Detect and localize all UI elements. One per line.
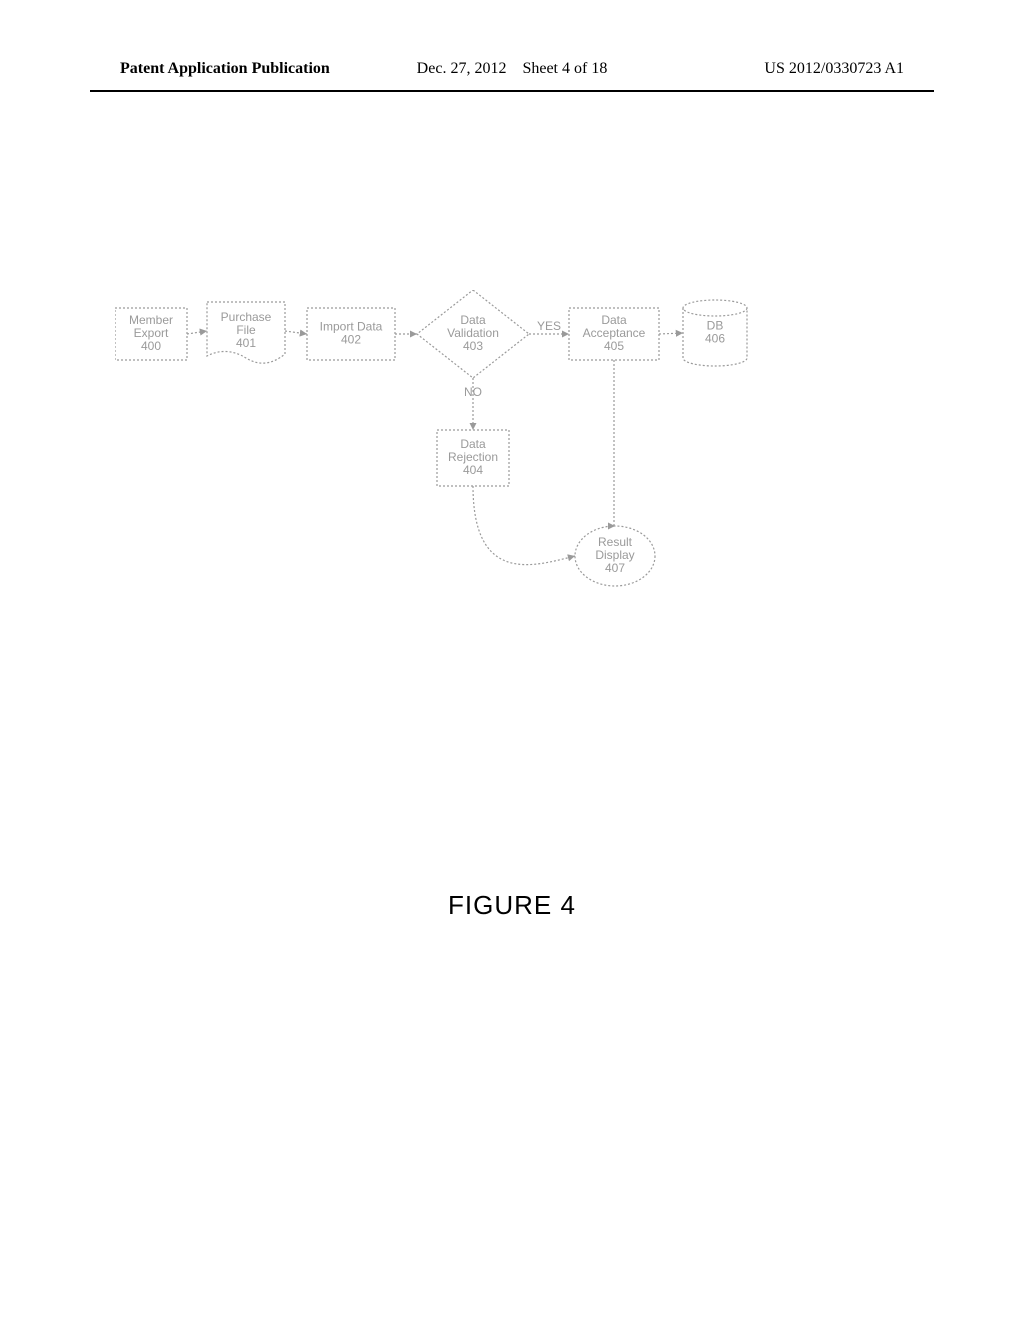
edge-label-yes: YES: [537, 319, 561, 333]
svg-text:Rejection: Rejection: [448, 450, 498, 464]
header-sheet: Sheet 4 of 18: [522, 60, 607, 77]
svg-text:Result: Result: [598, 535, 633, 549]
header-docket: US 2012/0330723 A1: [764, 60, 904, 78]
header-center: Dec. 27, 2012 Sheet 4 of 18: [417, 60, 608, 78]
edge-404-407: [473, 486, 575, 565]
header-date: Dec. 27, 2012: [417, 60, 507, 77]
node-405: DataAcceptance405: [569, 308, 659, 360]
svg-text:401: 401: [236, 336, 256, 350]
patent-page: Patent Application Publication Dec. 27, …: [0, 0, 1024, 1320]
svg-text:Export: Export: [134, 326, 169, 340]
node-403: DataValidation403: [417, 290, 529, 378]
node-402: Import Data402: [307, 308, 395, 360]
node-406: DB406: [683, 300, 747, 366]
edge-label-no: NO: [464, 385, 482, 399]
node-400: MemberExport400: [115, 308, 187, 360]
edge-401-402: [285, 331, 307, 334]
svg-text:405: 405: [604, 339, 624, 353]
svg-text:402: 402: [341, 333, 361, 347]
flowchart: YES NO MemberExport400 PurchaseFile401 Impo…: [115, 290, 895, 650]
page-header: Patent Application Publication Dec. 27, …: [0, 60, 1024, 90]
svg-text:Validation: Validation: [447, 326, 499, 340]
edge-405-407: [614, 360, 615, 526]
svg-text:404: 404: [463, 463, 483, 477]
svg-text:DB: DB: [707, 319, 724, 333]
svg-text:Acceptance: Acceptance: [583, 326, 646, 340]
node-404: DataRejection404: [437, 430, 509, 486]
header-publication: Patent Application Publication: [120, 60, 330, 78]
svg-text:Data: Data: [460, 313, 486, 327]
svg-text:Display: Display: [595, 548, 634, 562]
svg-text:Data: Data: [460, 437, 486, 451]
header-rule: [90, 90, 934, 92]
svg-text:407: 407: [605, 561, 625, 575]
figure-label: FIGURE 4: [448, 890, 576, 921]
svg-text:406: 406: [705, 332, 725, 346]
node-401: PurchaseFile401: [207, 302, 285, 363]
svg-text:403: 403: [463, 339, 483, 353]
edge-400-401: [187, 331, 207, 334]
svg-text:Import Data: Import Data: [320, 320, 383, 334]
svg-text:400: 400: [141, 339, 161, 353]
svg-text:Member: Member: [129, 313, 173, 327]
svg-text:Data: Data: [601, 313, 627, 327]
svg-text:Purchase: Purchase: [221, 310, 272, 324]
edge-405-406: [659, 333, 683, 334]
node-407: ResultDisplay407: [575, 526, 655, 586]
svg-text:File: File: [236, 323, 256, 337]
